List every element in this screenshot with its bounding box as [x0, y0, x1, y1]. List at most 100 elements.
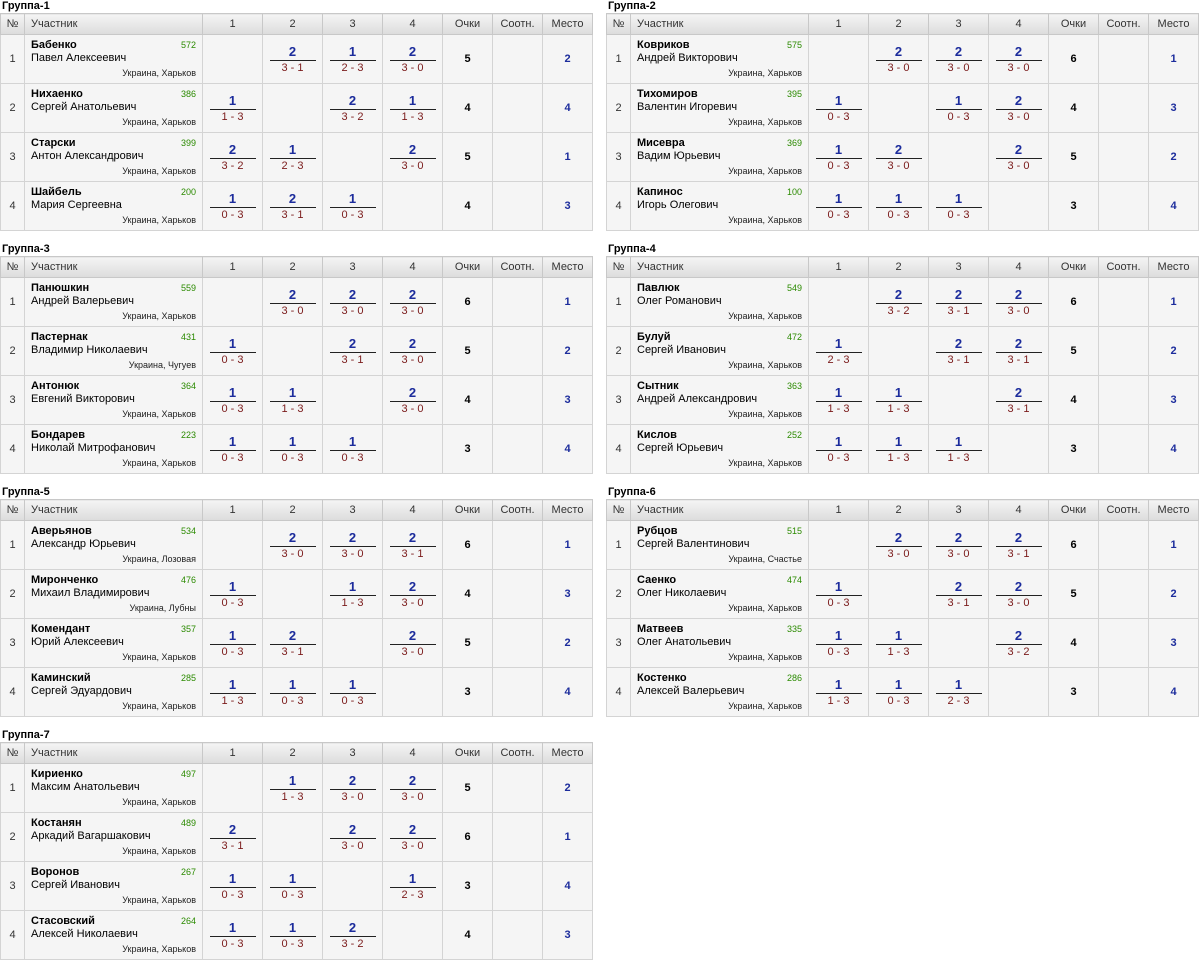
match-score: 0 - 3	[281, 694, 304, 707]
participant-cell: Антонюк Евгений Викторович 364 Украина, Хар…	[24, 375, 203, 425]
header-col-4: 4	[988, 256, 1049, 278]
match-points: 1	[815, 677, 862, 694]
match-score: 3 - 1	[947, 596, 970, 609]
participant-last-name[interactable]: Антонюк	[31, 380, 80, 392]
match-score: 3 - 1	[1007, 402, 1030, 415]
match-points: 2	[269, 530, 316, 547]
participant-last-name[interactable]: Рубцов	[637, 525, 678, 537]
match-points: 1	[815, 579, 862, 596]
header-col-2: 2	[868, 499, 929, 521]
participant-first-name: Александр Юрьевич	[31, 538, 136, 550]
match-score: 3 - 2	[341, 937, 364, 950]
participant-last-name[interactable]: Бондарев	[31, 429, 85, 441]
place-cell: 1	[1148, 277, 1199, 327]
match-points: 2	[329, 920, 376, 937]
self-match-cell	[322, 618, 383, 668]
match-score: 0 - 3	[887, 694, 910, 707]
participant-cell: Шайбель Мария Сергеевна 200 Украина, Харько…	[24, 181, 203, 231]
participant-last-name[interactable]: Шайбель	[31, 186, 82, 198]
participant-last-name[interactable]: Костенко	[637, 672, 687, 684]
header-points: Очки	[1048, 499, 1099, 521]
match-score: 0 - 3	[221, 353, 244, 366]
match-score: 3 - 0	[401, 353, 424, 366]
participant-last-name[interactable]: Мисевра	[637, 137, 685, 149]
ratio-cell	[492, 132, 543, 182]
participant-last-name[interactable]: Булуй	[637, 331, 671, 343]
participant-last-name[interactable]: Саенко	[637, 574, 677, 586]
ratio-cell	[492, 424, 543, 474]
self-match-cell	[262, 812, 323, 862]
participant-last-name[interactable]: Бабенко	[31, 39, 77, 51]
header-ratio: Соотн.	[492, 742, 543, 764]
participant-first-name: Вадим Юрьевич	[637, 150, 721, 162]
participant-last-name[interactable]: Аверьянов	[31, 525, 92, 537]
match-points: 2	[269, 628, 316, 645]
match-points: 2	[269, 44, 316, 61]
match-points: 2	[269, 287, 316, 304]
table-row: 3 Мисевра Вадим Юрьевич 369 Украина, Харьков…	[606, 132, 1199, 182]
participant-last-name[interactable]: Капинос	[637, 186, 683, 198]
participant-last-name[interactable]: Каминский	[31, 672, 91, 684]
header-points: Очки	[442, 742, 493, 764]
participant-first-name: Сергей Анатольевич	[31, 101, 137, 113]
header-col-4: 4	[382, 256, 443, 278]
total-points: 4	[442, 181, 493, 231]
group-table: № Участник 1 2 3 4 Очки Соотн. Место 1 Ав…	[0, 499, 593, 717]
ratio-cell	[1098, 569, 1149, 619]
ratio-cell	[492, 34, 543, 84]
participant-last-name[interactable]: Нихаенко	[31, 88, 83, 100]
participant-last-name[interactable]: Миронченко	[31, 574, 99, 586]
match-score: 2 - 3	[827, 353, 850, 366]
participant-last-name[interactable]: Павлюк	[637, 282, 680, 294]
place-cell: 4	[542, 861, 593, 911]
participant-cell: Комендант Юрий Алексеевич 357 Украина, Харь…	[24, 618, 203, 668]
self-match-cell	[382, 667, 443, 717]
ratio-cell	[1098, 424, 1149, 474]
table-row: 3 Комендант Юрий Алексеевич 357 Украина, Хар…	[0, 618, 593, 668]
ratio-cell	[492, 181, 543, 231]
participant-last-name[interactable]: Воронов	[31, 866, 80, 878]
participant-last-name[interactable]: Матвеев	[637, 623, 684, 635]
match-points: 1	[389, 871, 436, 888]
participant-cell: Капинос Игорь Олегович 100 Украина, Харьков	[630, 181, 809, 231]
participant-last-name[interactable]: Тихомиров	[637, 88, 698, 100]
match-points: 1	[875, 628, 922, 645]
participant-last-name[interactable]: Сытник	[637, 380, 679, 392]
match-score: 3 - 2	[341, 110, 364, 123]
ratio-cell	[492, 83, 543, 133]
participant-last-name[interactable]: Кириенко	[31, 768, 83, 780]
participant-last-name[interactable]: Пастернак	[31, 331, 88, 343]
participant-first-name: Валентин Игоревич	[637, 101, 738, 113]
participant-last-name[interactable]: Кислов	[637, 429, 677, 441]
place-cell: 4	[1148, 667, 1199, 717]
self-match-cell	[322, 861, 383, 911]
total-points: 4	[1048, 618, 1099, 668]
participant-last-name[interactable]: Ковриков	[637, 39, 690, 51]
participant-last-name[interactable]: Костанян	[31, 817, 82, 829]
participant-last-name[interactable]: Панюшкин	[31, 282, 90, 294]
match-points: 2	[935, 579, 982, 596]
match-score: 3 - 2	[221, 159, 244, 172]
header-participant: Участник	[24, 13, 203, 35]
match-points: 2	[995, 579, 1042, 596]
match-points: 1	[815, 628, 862, 645]
match-points: 2	[875, 44, 922, 61]
participant-rating: 286	[786, 673, 802, 683]
header-participant: Участник	[24, 742, 203, 764]
match-score: 1 - 3	[887, 402, 910, 415]
participant-last-name[interactable]: Стасовский	[31, 915, 95, 927]
participant-last-name[interactable]: Старски	[31, 137, 76, 149]
participant-last-name[interactable]: Комендант	[31, 623, 91, 635]
participant-cell: Пастернак Владимир Николаевич 431 Украина, …	[24, 326, 203, 376]
match-points: 2	[389, 287, 436, 304]
